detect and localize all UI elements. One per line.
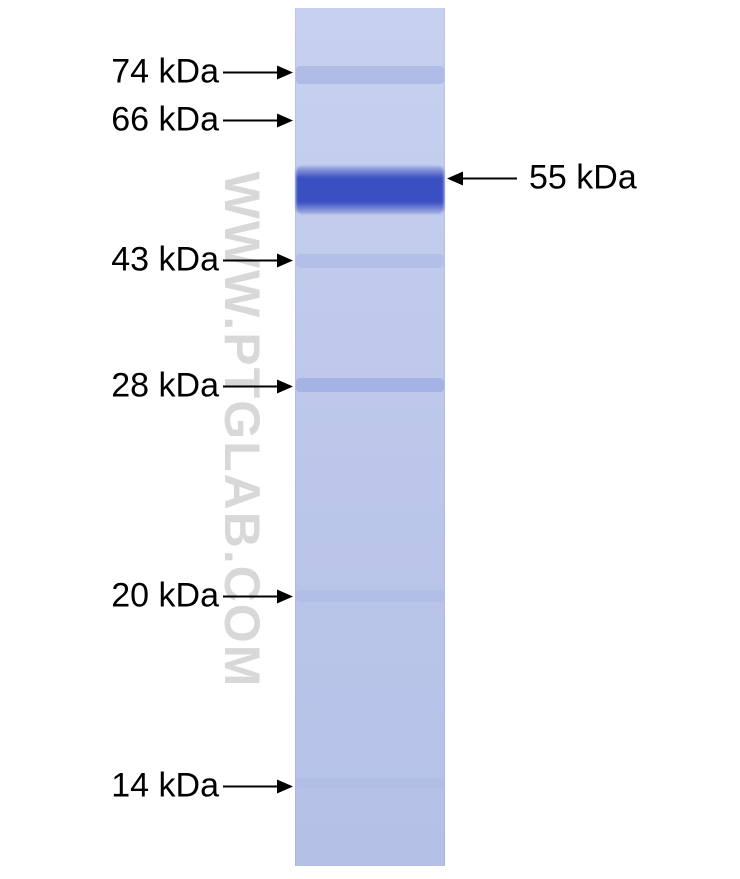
mw-marker-label: 43 kDa xyxy=(111,241,219,280)
gel-band xyxy=(296,254,444,268)
arrow-right-icon xyxy=(223,63,293,81)
arrow-right-icon xyxy=(223,587,293,605)
arrow-right-icon xyxy=(223,377,293,395)
gel-band xyxy=(296,166,444,214)
mw-marker-label: 74 kDa xyxy=(111,53,219,92)
gel-band xyxy=(296,66,444,84)
mw-marker-left: 20 kDa xyxy=(0,577,293,616)
mw-marker-left: 28 kDa xyxy=(0,367,293,406)
mw-marker-left: 66 kDa xyxy=(0,101,293,140)
gel-lane xyxy=(295,8,445,866)
arrow-right-icon xyxy=(223,777,293,795)
arrow-left-icon xyxy=(447,169,517,187)
mw-marker-left: 43 kDa xyxy=(0,241,293,280)
mw-marker-label: 14 kDa xyxy=(111,767,219,806)
mw-marker-left: 74 kDa xyxy=(0,53,293,92)
mw-marker-left: 14 kDa xyxy=(0,767,293,806)
gel-band xyxy=(296,590,444,602)
mw-marker-right: 55 kDa xyxy=(447,159,740,198)
mw-marker-label: 28 kDa xyxy=(111,367,219,406)
mw-marker-label: 55 kDa xyxy=(529,159,637,198)
mw-marker-label: 20 kDa xyxy=(111,577,219,616)
arrow-right-icon xyxy=(223,111,293,129)
gel-band xyxy=(296,778,444,788)
mw-marker-label: 66 kDa xyxy=(111,101,219,140)
gel-band xyxy=(296,378,444,392)
arrow-right-icon xyxy=(223,251,293,269)
